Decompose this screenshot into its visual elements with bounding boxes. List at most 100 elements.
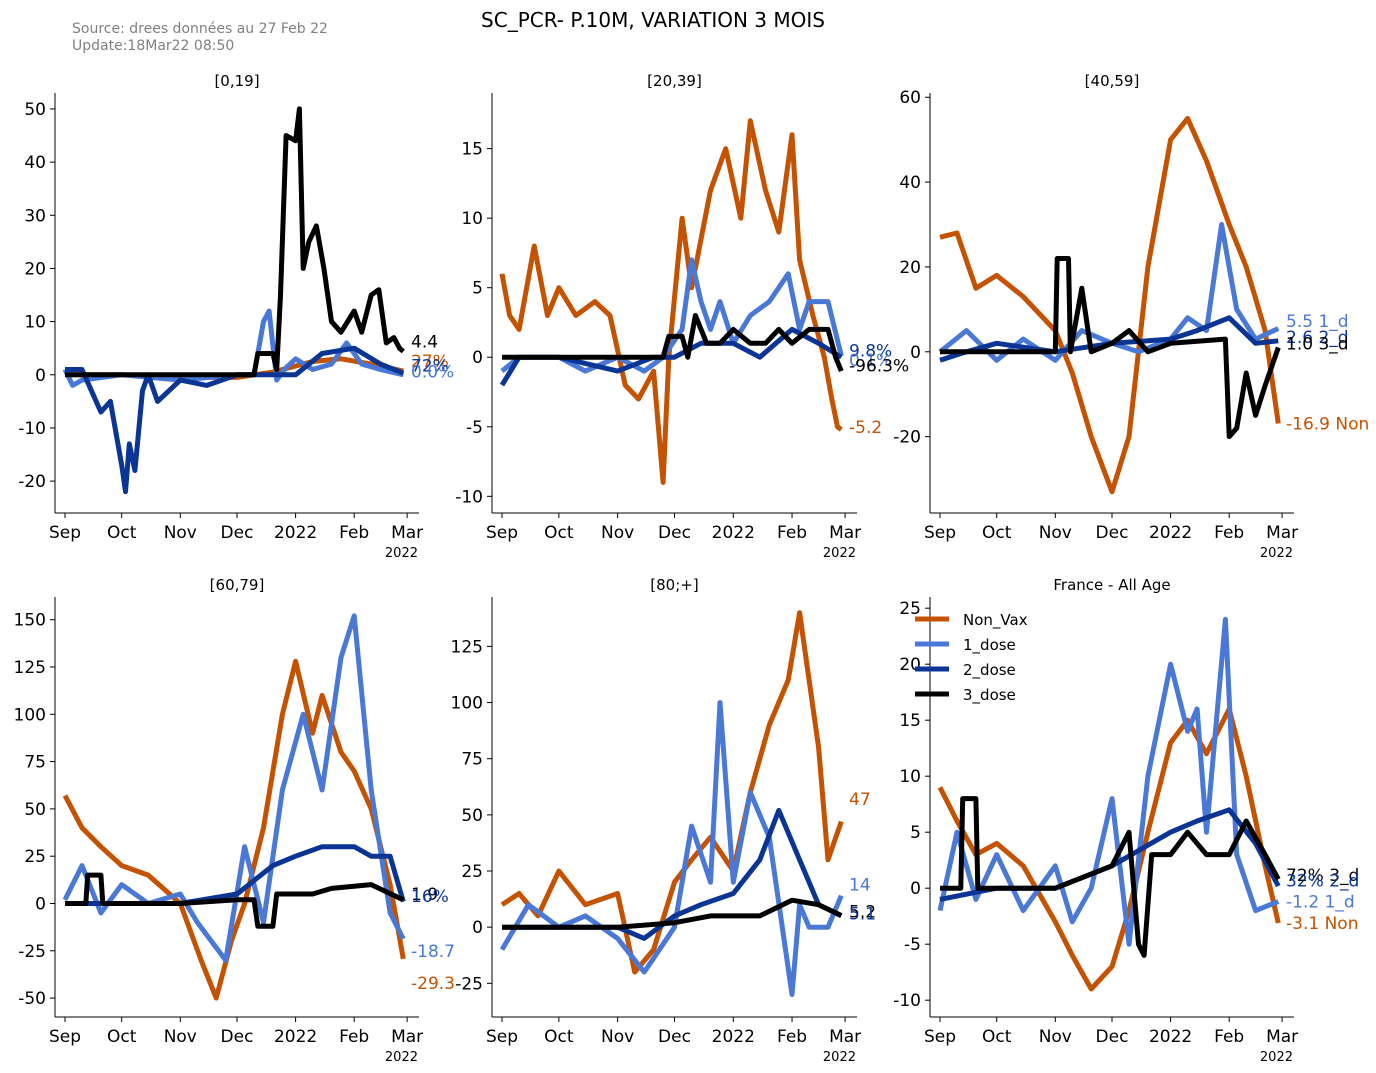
y-tick-label: 5	[910, 823, 921, 843]
x-offset-label: 2022	[385, 546, 418, 561]
y-tick-label: 0	[910, 879, 921, 899]
x-tick-label: Sep	[49, 523, 81, 543]
chart-panel-3: [40,59] 60 40 20 0 -20 Sep Oct Nov Dec 2022 Feb Mar 2…	[893, 72, 1369, 561]
y-tick-label: 150	[14, 611, 46, 631]
y-tick-label: 20	[899, 258, 921, 278]
series-line-3-dose	[502, 897, 843, 930]
y-tick-label: 0	[35, 366, 46, 386]
y-tick-label: 10	[461, 209, 483, 229]
end-value-label: -1.2 1_d	[1286, 893, 1355, 913]
end-value-label: -96.3%	[849, 357, 909, 377]
x-tick-label: Mar	[391, 1027, 423, 1047]
end-value-label: 5.2	[849, 902, 876, 922]
x-tick-label: Sep	[924, 1027, 956, 1047]
y-tick-label: 125	[14, 658, 46, 678]
x-tick-label: Oct	[982, 523, 1012, 543]
x-tick-label: Mar	[829, 1027, 861, 1047]
x-tick-label: Nov	[164, 523, 197, 543]
y-tick-label: -50	[18, 989, 46, 1009]
x-tick-label: Dec	[221, 1027, 254, 1047]
series-line-3-dose	[65, 872, 405, 929]
x-offset-label: 2022	[823, 546, 856, 561]
end-value-label: 5.1	[849, 905, 876, 925]
x-tick-label: Sep	[924, 523, 956, 543]
end-value-label: -3.1 Non	[1286, 914, 1358, 934]
x-tick-label: Oct	[544, 523, 574, 543]
end-value-label: 9.8%	[849, 341, 892, 361]
x-tick-label: Sep	[49, 1027, 81, 1047]
y-tick-label: -10	[18, 419, 46, 439]
y-tick-label: -5	[466, 418, 483, 438]
end-value-label: 47	[849, 790, 871, 810]
x-tick-label: Feb	[339, 1027, 369, 1047]
y-tick-label: 0	[472, 918, 483, 938]
panel-title: [80;+]	[650, 576, 698, 594]
source-note: Source: drees données au 27 Feb 22	[72, 21, 328, 37]
chart-legend: Non_Vax 1_dose 2_dose 3_dose	[915, 611, 1028, 705]
x-tick-label: 2022	[1149, 523, 1192, 543]
x-tick-label: Dec	[221, 523, 254, 543]
x-tick-label: Oct	[107, 523, 137, 543]
x-offset-label: 2022	[1260, 546, 1293, 561]
y-tick-label: 20	[24, 259, 46, 279]
series-line-non-vax	[939, 116, 1281, 495]
y-tick-label: 0	[35, 894, 46, 914]
x-tick-label: Sep	[486, 1027, 518, 1047]
series-line-1-dose	[62, 613, 406, 963]
series-line-non-vax	[499, 118, 843, 485]
series-line-3-dose	[940, 256, 1281, 440]
end-value-label: 27%	[411, 352, 449, 372]
panel-title: [40,59]	[1085, 72, 1140, 90]
legend-label: 1_dose	[963, 636, 1016, 655]
end-value-label: 72%	[411, 357, 449, 377]
y-tick-label: 75	[24, 753, 46, 773]
series-line-1-dose	[937, 616, 1280, 947]
panel-title: France - All Age	[1053, 576, 1170, 594]
y-tick-label: 40	[24, 153, 46, 173]
end-value-label: 1.9	[411, 885, 438, 905]
x-tick-label: Nov	[1039, 1027, 1072, 1047]
x-tick-label: Oct	[982, 1027, 1012, 1047]
x-tick-label: Feb	[1214, 1027, 1244, 1047]
y-tick-label: -10	[455, 487, 483, 507]
panel-title: [60,79]	[210, 576, 265, 594]
y-tick-label: 5	[472, 279, 483, 299]
x-tick-label: Mar	[1266, 1027, 1298, 1047]
x-offset-label: 2022	[823, 1050, 856, 1065]
panel-title: [20,39]	[647, 72, 702, 90]
end-value-label: 0.1%	[849, 351, 892, 371]
series-line-non-vax	[937, 706, 1281, 992]
y-tick-label: -20	[18, 472, 46, 492]
end-value-label: 0.0%	[411, 363, 454, 383]
y-tick-label: 25	[899, 599, 921, 619]
x-tick-label: Feb	[777, 1027, 807, 1047]
y-tick-label: 0	[472, 348, 483, 368]
x-tick-label: Oct	[544, 1027, 574, 1047]
y-tick-label: 75	[461, 750, 483, 770]
x-tick-label: Nov	[164, 1027, 197, 1047]
y-tick-label: 60	[899, 88, 921, 108]
y-tick-label: 40	[899, 173, 921, 193]
y-tick-label: 50	[24, 800, 46, 820]
series-line-1-dose	[499, 700, 844, 997]
y-tick-label: 10	[899, 767, 921, 787]
update-note: Update:18Mar22 08:50	[72, 38, 235, 54]
x-tick-label: Feb	[777, 523, 807, 543]
y-tick-label: 30	[24, 206, 46, 226]
end-value-label: -18.7	[411, 942, 455, 962]
series-line-3-dose	[502, 313, 844, 373]
x-tick-label: Mar	[391, 523, 423, 543]
x-tick-label: Mar	[1266, 523, 1298, 543]
y-tick-label: 100	[451, 694, 483, 714]
legend-label: 2_dose	[963, 661, 1016, 680]
y-tick-label: -20	[893, 428, 921, 448]
y-tick-label: 0	[910, 343, 921, 363]
end-value-label: 16%	[411, 887, 449, 907]
series-line-3-dose	[940, 796, 1281, 958]
panel-title: [0,19]	[214, 72, 259, 90]
y-tick-label: 50	[461, 806, 483, 826]
